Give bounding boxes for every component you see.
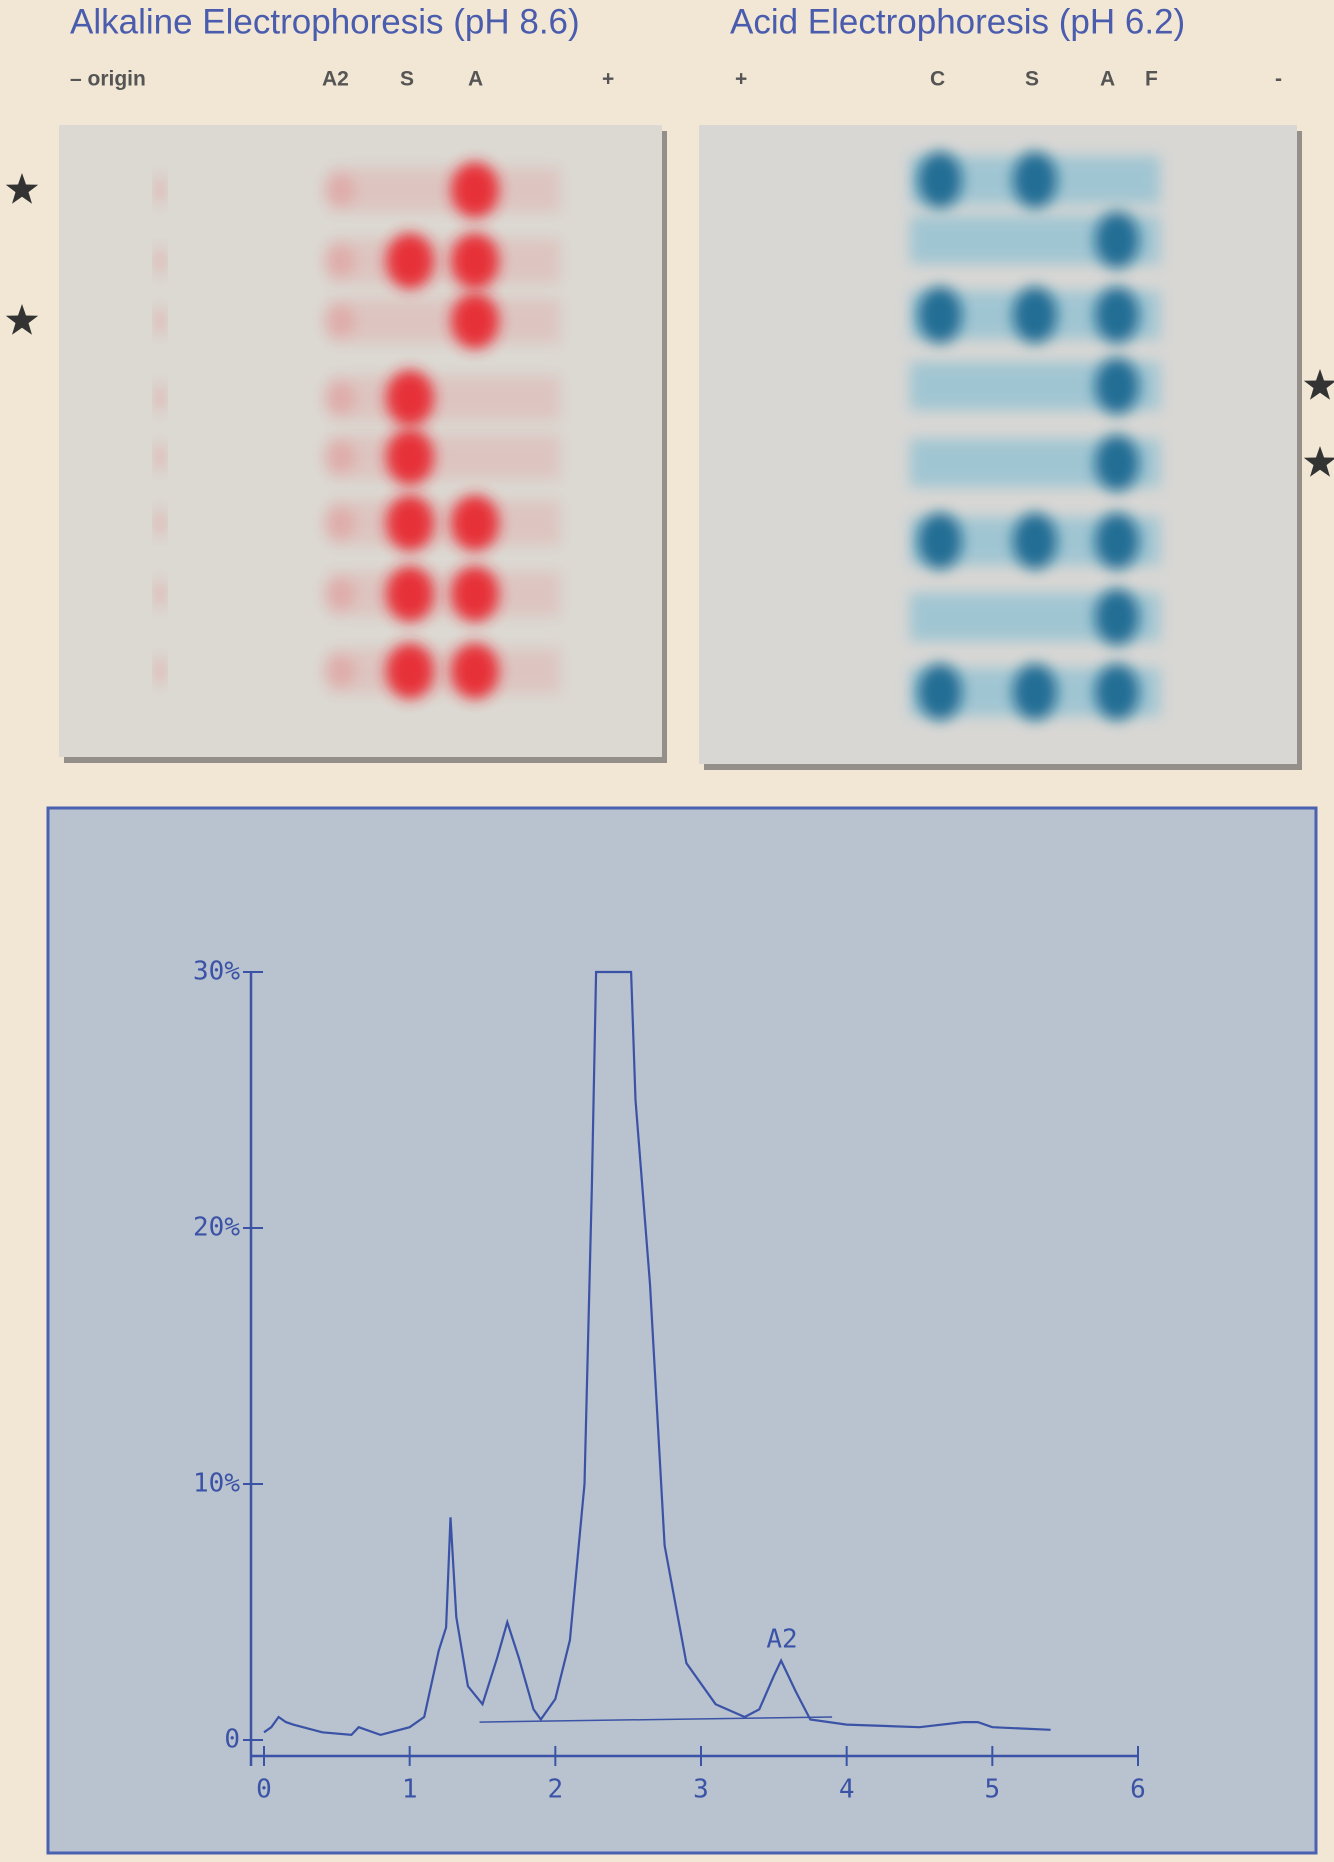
lane-label: -	[1275, 68, 1282, 91]
band	[1013, 287, 1057, 343]
x-tick-label: 3	[693, 1775, 709, 1805]
band	[156, 509, 164, 537]
band	[330, 501, 560, 545]
band	[451, 233, 499, 289]
lane-label: A	[1100, 68, 1115, 91]
star	[1303, 369, 1334, 400]
band	[330, 376, 560, 420]
y-tick-label: 30%	[193, 957, 240, 987]
lane-label: A	[468, 68, 483, 91]
band	[156, 247, 164, 275]
band	[386, 370, 434, 426]
band	[1095, 212, 1139, 268]
band	[1095, 358, 1139, 414]
lane-label: S	[400, 68, 414, 91]
band	[386, 566, 434, 622]
star	[1303, 446, 1334, 477]
lane-label: – origin	[70, 68, 146, 91]
star	[5, 304, 39, 335]
band	[330, 239, 560, 283]
lane-label: +	[602, 68, 614, 91]
band	[156, 657, 164, 685]
band	[156, 580, 164, 608]
lane-label: +	[735, 68, 747, 91]
band	[386, 643, 434, 699]
trace-line	[263, 970, 1051, 1737]
band	[1095, 513, 1139, 569]
band	[330, 572, 560, 616]
band	[918, 287, 962, 343]
band	[156, 176, 164, 204]
band	[330, 168, 560, 212]
x-tick-label: 5	[985, 1775, 1001, 1805]
band	[918, 152, 962, 208]
lane-label: A2	[322, 68, 349, 91]
band	[451, 643, 499, 699]
band	[156, 384, 164, 412]
band	[330, 649, 560, 693]
band	[330, 435, 560, 479]
band	[386, 233, 434, 289]
band	[451, 162, 499, 218]
y-tick-label: 20%	[193, 1213, 240, 1243]
band	[156, 443, 164, 471]
y-tick-label: 10%	[193, 1469, 240, 1499]
band	[451, 566, 499, 622]
gel-title: Acid Electrophoresis (pH 6.2)	[730, 2, 1185, 41]
annotation: A2	[766, 1625, 797, 1655]
band	[1095, 287, 1139, 343]
x-tick-label: 4	[839, 1775, 855, 1805]
x-tick-label: 0	[256, 1775, 272, 1805]
lane-label: C	[930, 68, 945, 91]
baseline	[479, 1716, 833, 1723]
x-tick-label: 2	[548, 1775, 564, 1805]
band	[156, 307, 164, 335]
band	[1095, 589, 1139, 645]
band	[1013, 152, 1057, 208]
band	[386, 429, 434, 485]
band	[1095, 664, 1139, 720]
band	[386, 495, 434, 551]
star	[5, 173, 39, 204]
x-tick-label: 6	[1130, 1775, 1146, 1805]
band	[451, 495, 499, 551]
x-tick-label: 1	[402, 1775, 418, 1805]
band	[918, 664, 962, 720]
band	[1013, 664, 1057, 720]
y-tick-label: 0	[224, 1725, 240, 1755]
band	[330, 299, 560, 343]
band	[1095, 435, 1139, 491]
chart-frame	[46, 806, 1318, 1855]
gel-title: Alkaline Electrophoresis (pH 8.6)	[70, 2, 580, 41]
band	[918, 513, 962, 569]
band	[1013, 513, 1057, 569]
lane-label: S	[1025, 68, 1039, 91]
lane-label: F	[1145, 68, 1158, 91]
band	[451, 293, 499, 349]
bands	[156, 152, 1160, 720]
